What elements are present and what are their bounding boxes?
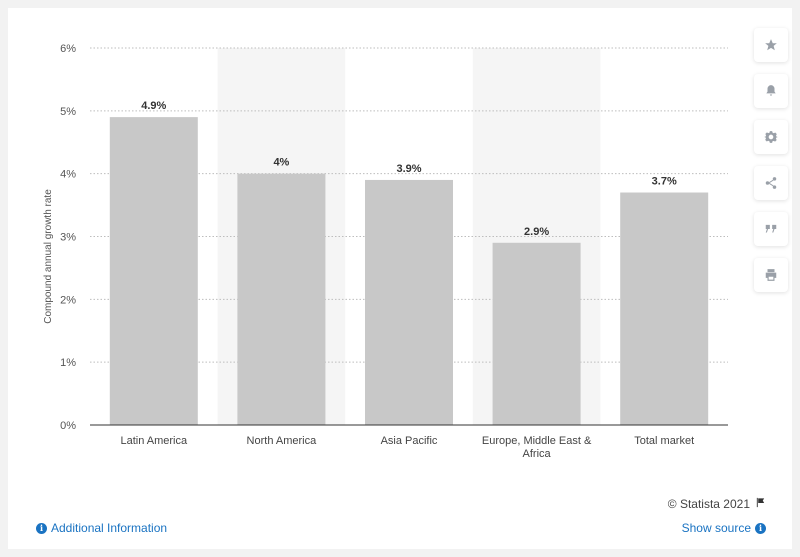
y-tick-label: 4%: [60, 169, 76, 181]
show-source-label: Show source: [681, 521, 751, 535]
notification-button[interactable]: [754, 74, 788, 108]
bell-icon: [766, 85, 776, 96]
data-label: 4.9%: [141, 100, 166, 112]
x-tick-label: Asia Pacific: [381, 435, 438, 447]
data-label: 3.7%: [652, 176, 677, 188]
y-tick-label: 5%: [60, 106, 76, 118]
cite-button[interactable]: [754, 212, 788, 246]
bar: [492, 242, 581, 425]
print-button[interactable]: [754, 258, 788, 292]
data-label: 3.9%: [396, 163, 421, 175]
bar: [237, 173, 326, 425]
y-tick-label: 6%: [60, 43, 76, 55]
show-source-link[interactable]: Show source i: [682, 521, 766, 535]
star-icon: [765, 39, 777, 51]
y-tick-label: 3%: [60, 232, 76, 244]
additional-information-link[interactable]: i Additional Information: [36, 521, 167, 535]
x-tick-label: Latin America: [120, 435, 188, 447]
share-icon: [765, 177, 777, 189]
additional-information-label: Additional Information: [51, 521, 168, 535]
side-toolbar: [754, 28, 788, 304]
flag-icon: [755, 497, 766, 511]
data-label: 4%: [273, 157, 289, 169]
data-label: 2.9%: [524, 226, 549, 238]
print-icon: [765, 269, 777, 281]
bar: [620, 192, 709, 425]
bar-chart: 0% 1% 2% 3% 4% 5% 6% 4.9% Latin America 4% North A…: [43, 43, 728, 460]
share-button[interactable]: [754, 166, 788, 200]
y-tick-label: 1%: [60, 357, 76, 369]
bar: [109, 117, 198, 425]
credit-text: © Statista 2021: [667, 497, 750, 511]
info-icon: i: [755, 522, 766, 534]
x-tick-label: North America: [247, 435, 318, 447]
statista-credit[interactable]: © Statista 2021: [668, 497, 766, 511]
settings-button[interactable]: [754, 120, 788, 154]
y-tick-label: 2%: [60, 294, 76, 306]
quote-icon: [765, 224, 777, 233]
chart-card: 0% 1% 2% 3% 4% 5% 6% 4.9% Latin America 4% North A…: [8, 8, 792, 549]
bar: [365, 179, 453, 425]
favorite-button[interactable]: [754, 28, 788, 62]
x-tick-label: Europe, Middle East & Africa: [482, 435, 592, 460]
y-axis-label: Compound annual growth rate: [43, 189, 54, 324]
x-tick-label: Total market: [634, 435, 694, 447]
y-tick-label: 0%: [60, 420, 76, 432]
gear-icon: [764, 131, 778, 143]
info-icon: i: [36, 522, 47, 534]
